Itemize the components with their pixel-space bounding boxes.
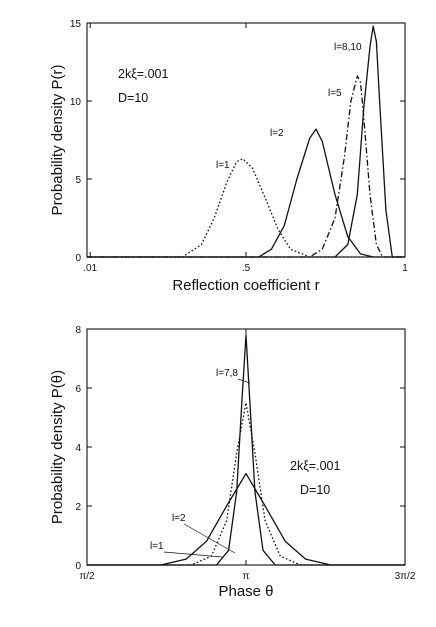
y-axis-label-top: Probability density P(r) — [49, 65, 66, 216]
curve-bottom-2 — [87, 334, 405, 566]
y-tick-label-top-3: 15 — [70, 19, 82, 30]
tick-labels-bottom: 0 2 4 6 8 π/2 π 3π/2 — [75, 325, 415, 582]
x-tick-label-bottom-1: π — [243, 571, 250, 582]
curve-label-l7-8: l=7,8 — [216, 368, 238, 379]
curve-label-l2: l=2 — [270, 128, 284, 139]
chart-reflection-coefficient: 0 5 10 15 .01 .5 1 2kξ=.001 D=10 l=1 l=2 l=5 l… — [49, 19, 408, 294]
x-tick-label-bottom-2: 3π/2 — [395, 571, 416, 582]
y-tick-label-bottom-1: 2 — [75, 502, 81, 513]
x-tick-label-top-1: .5 — [242, 263, 251, 274]
leader-l1 — [163, 551, 223, 558]
tick-marks-top — [87, 22, 406, 258]
y-tick-label-top-0: 0 — [75, 253, 81, 264]
x-tick-label-top-2: 1 — [402, 263, 408, 274]
x-axis-label-bottom: Phase θ — [218, 583, 273, 600]
y-tick-label-bottom-3: 6 — [75, 384, 81, 395]
y-tick-label-bottom-2: 4 — [75, 443, 81, 454]
plot-frame-bottom — [86, 328, 406, 566]
x-axis-label-top: Reflection coefficient r — [172, 277, 319, 294]
y-tick-label-bottom-0: 0 — [75, 561, 81, 572]
plot-frame-top — [86, 22, 406, 258]
tick-labels-top: 0 5 10 15 .01 .5 1 — [70, 19, 408, 274]
curve-top-3 — [87, 25, 405, 258]
annotation-D-bottom: D=10 — [300, 483, 330, 497]
curve-label-l1: l=1 — [150, 541, 164, 552]
curve-label-l2: l=2 — [172, 513, 186, 524]
annotation-D-top: D=10 — [118, 91, 148, 105]
annotation-2kxi-bottom: 2kξ=.001 — [290, 459, 340, 473]
x-tick-label-bottom-0: π/2 — [79, 571, 95, 582]
tick-marks-bottom — [86, 328, 406, 566]
leader-l7-8 — [237, 378, 251, 384]
curve-bottom-0 — [87, 472, 405, 566]
curves-top — [87, 25, 405, 258]
curve-label-l5: l=5 — [328, 88, 342, 99]
y-tick-label-bottom-4: 8 — [75, 325, 81, 336]
curve-label-l8-10: l=8,10 — [334, 42, 362, 53]
y-tick-label-top-1: 5 — [75, 175, 81, 186]
chart-phase: 0 2 4 6 8 π/2 π 3π/2 2kξ=.001 D=10 l=7,8 l=2 l=… — [49, 325, 416, 600]
y-tick-label-top-2: 10 — [70, 97, 82, 108]
annotation-2kxi-top: 2kξ=.001 — [118, 67, 168, 81]
x-tick-label-top-0: .01 — [83, 263, 97, 274]
leader-l2 — [183, 523, 236, 554]
curve-top-1 — [87, 128, 405, 258]
curve-label-l1: l=1 — [216, 160, 230, 171]
curves-bottom — [87, 334, 405, 566]
curve-top-0 — [87, 158, 405, 258]
y-axis-label-bottom: Probability density P(θ) — [49, 370, 66, 524]
curve-top-2 — [87, 75, 405, 258]
curve-bottom-1 — [87, 402, 405, 566]
